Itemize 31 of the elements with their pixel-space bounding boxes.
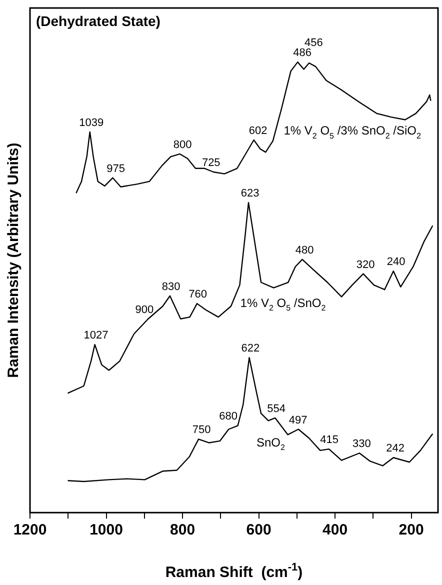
annotation: 830 — [162, 280, 180, 293]
x-tick-label: 800 — [170, 522, 196, 539]
annotation: 415 — [320, 434, 339, 446]
annotation: 330 — [352, 438, 371, 450]
annotation: 320 — [356, 258, 375, 271]
annotation: 680 — [219, 410, 238, 423]
x-tick-label: 600 — [246, 522, 272, 539]
annotation: 800 — [173, 138, 192, 151]
annotation: 602 — [248, 125, 268, 138]
x-tick-label: 200 — [398, 522, 424, 539]
annotation: 975 — [106, 162, 125, 175]
x-tick-label: 1200 — [13, 522, 47, 539]
annotation: 760 — [188, 288, 207, 301]
x-tick-label: 1000 — [90, 522, 123, 539]
annotation: 240 — [386, 256, 406, 268]
annotation: 750 — [192, 424, 211, 436]
y-axis-title: Raman Intensity (Arbitrary Units) — [5, 142, 22, 378]
annotation: 242 — [386, 442, 404, 455]
x-tick-label: 400 — [322, 522, 348, 539]
annotation: 623 — [240, 188, 260, 200]
annotation: 456 — [304, 36, 323, 49]
annotation: 622 — [241, 342, 260, 355]
annotation: 554 — [267, 402, 286, 415]
annotation: 480 — [295, 244, 314, 256]
chart-title: (Dehydrated State) — [36, 13, 160, 29]
annotation: 1027 — [84, 330, 108, 342]
annotation: 1039 — [79, 116, 104, 129]
annotation: 486 — [293, 47, 312, 60]
annotation: 725 — [202, 156, 220, 169]
annotation: 497 — [288, 414, 308, 426]
annotation: 900 — [135, 304, 154, 316]
